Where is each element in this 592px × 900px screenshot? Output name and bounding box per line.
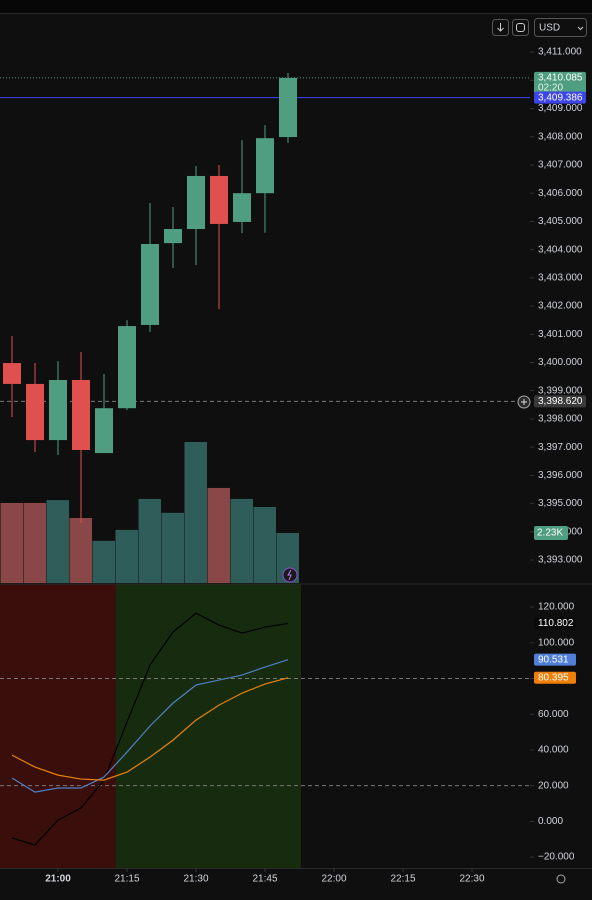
volume-bar: [253, 507, 276, 583]
x-tick-label: 21:15: [114, 874, 139, 885]
volume-bar: [0, 502, 23, 583]
candle-body: [118, 326, 136, 409]
candle-body: [233, 193, 251, 222]
y-tick-label: 3,395.000: [538, 498, 583, 509]
y-tick-label: 3,400.000: [538, 357, 583, 368]
volume-label: 2.23K: [537, 528, 563, 539]
price-label: 3,410.085: [538, 73, 583, 84]
volume-bar: [184, 442, 207, 583]
y-tick-label: 3,411.000: [538, 47, 582, 58]
indicator-line: [11, 659, 289, 793]
volume-bar: [230, 498, 253, 583]
y-tick-label: −20.000: [538, 852, 575, 863]
reset-button[interactable]: [512, 19, 529, 36]
price-label-bg: [534, 91, 586, 104]
lightning-icon: [287, 569, 292, 581]
x-tick-label: 22:00: [321, 874, 346, 885]
dropdown-caret: [577, 26, 584, 31]
bear-zone: [0, 584, 116, 868]
candle-body: [164, 229, 182, 244]
y-tick-label: 3,409.000: [538, 103, 583, 114]
countdown-label: 02:20: [538, 83, 563, 94]
x-tick-label: 21:45: [252, 874, 277, 885]
x-tick-label: 21:00: [45, 874, 71, 885]
y-tick-label: 0.000: [538, 816, 563, 827]
indicator-label-bg: [534, 653, 576, 666]
price-label-bg: [534, 395, 586, 408]
candle-body: [210, 175, 228, 224]
scroll-button[interactable]: [492, 19, 509, 36]
price-label-bg: [534, 71, 586, 94]
price-label: 3,398.620: [538, 396, 583, 407]
volume-label-bg: [534, 526, 568, 541]
y-tick-label: 3,399.000: [538, 385, 583, 396]
candle-body: [256, 138, 274, 194]
y-tick-label: 60.000: [538, 709, 569, 720]
currency-dropdown[interactable]: [534, 18, 587, 37]
candle-body: [95, 408, 113, 454]
volume-bar: [115, 529, 138, 583]
y-tick-label: 3,401.000: [538, 329, 583, 340]
y-tick-label: 3,406.000: [538, 188, 583, 199]
y-tick-label: 3,404.000: [538, 244, 583, 255]
plot: 3,411.0003,410.0003,409.0003,408.0003,40…: [0, 47, 586, 885]
volume-bar: [23, 502, 46, 583]
y-tick-label: 3,397.000: [538, 442, 583, 453]
y-tick-label: 100.000: [538, 637, 575, 648]
settings-icon[interactable]: [556, 874, 566, 884]
candle-body: [141, 243, 159, 325]
toolbar: USD: [492, 18, 587, 37]
top-strip: [0, 0, 592, 13]
y-tick-label: 3,407.000: [538, 160, 583, 171]
plus-icon: [521, 399, 527, 405]
x-tick-label: 21:30: [183, 874, 208, 885]
y-tick-label: 3,402.000: [538, 301, 583, 312]
candle-body: [3, 363, 21, 384]
indicator-label: 110.802: [538, 618, 574, 629]
y-tick-label: 3,403.000: [538, 272, 583, 283]
reset-icon: [516, 23, 525, 32]
y-tick-label: 120.000: [538, 602, 575, 613]
volume-bar: [138, 498, 161, 583]
bull-zone: [116, 584, 301, 868]
candle-body: [26, 383, 44, 441]
candle-body: [279, 77, 297, 138]
price-label: 3,409.386: [538, 92, 583, 103]
x-tick-label: 22:30: [459, 874, 484, 885]
indicator-line: [11, 612, 289, 846]
volume-bar: [46, 500, 69, 583]
y-tick-label: 20.000: [538, 780, 569, 791]
y-tick-label: 3,396.000: [538, 470, 583, 481]
volume-bar: [161, 512, 184, 583]
currency-label: USD: [539, 23, 560, 34]
indicator-label: 80.395: [538, 672, 569, 683]
down-arrow-icon: [497, 23, 504, 32]
indicator-label: 90.531: [538, 654, 569, 665]
indicator-label-bg: [534, 671, 576, 684]
y-tick-label: 40.000: [538, 745, 569, 756]
candle-body: [72, 379, 90, 450]
y-tick-label: 3,405.000: [538, 216, 583, 227]
volume-bar: [207, 487, 230, 583]
y-tick-label: 3,398.000: [538, 414, 583, 425]
candle-body: [49, 379, 67, 441]
x-tick-label: 22:15: [390, 874, 415, 885]
volume-bar: [69, 517, 92, 583]
y-tick-label: 3,393.000: [538, 555, 583, 566]
indicator-line: [11, 677, 289, 781]
y-tick-label: 3,408.000: [538, 131, 583, 142]
candle-body: [187, 175, 205, 230]
indicator-label-bg: [534, 617, 576, 630]
volume-bar: [92, 540, 115, 583]
